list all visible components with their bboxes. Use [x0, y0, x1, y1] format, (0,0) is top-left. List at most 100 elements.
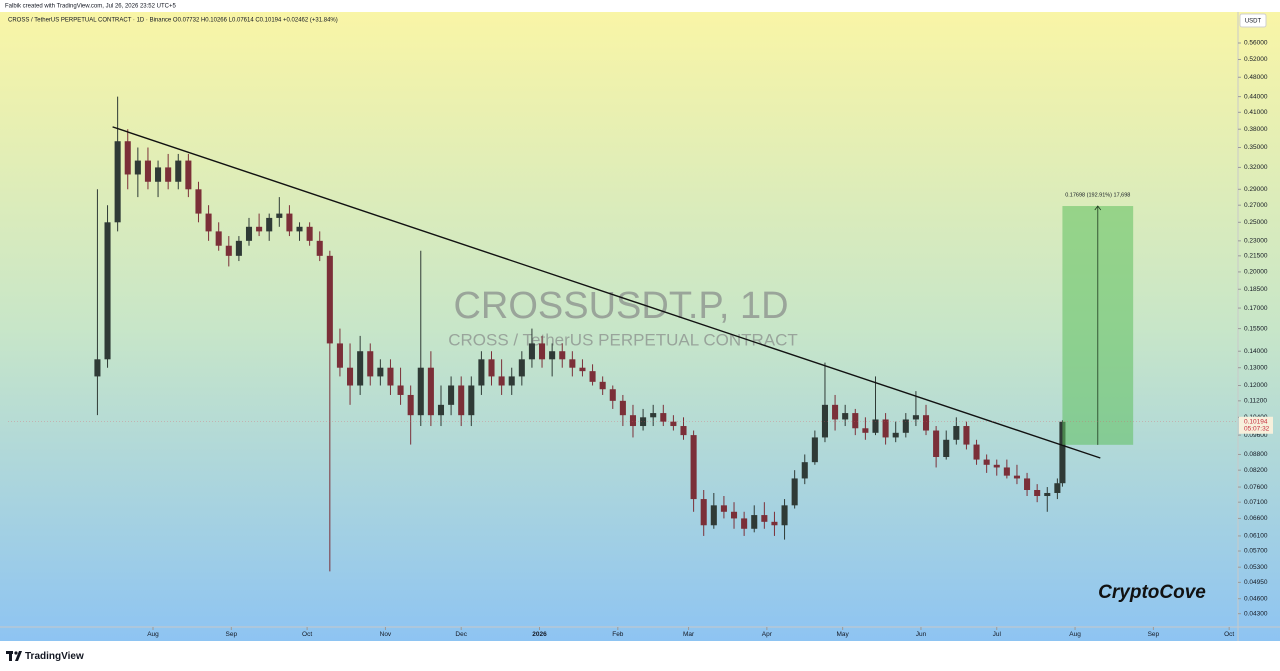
candle-body [710, 505, 717, 526]
candle [1003, 459, 1010, 479]
candle-body [417, 367, 424, 416]
candle-body [609, 389, 616, 401]
y-tick-label: 0.29000 [1244, 186, 1268, 193]
candle-body [195, 189, 202, 214]
candle [549, 343, 556, 377]
candle-body [629, 415, 637, 427]
candle [266, 213, 273, 241]
candle-body [256, 226, 263, 232]
candle [882, 413, 889, 445]
candle [225, 236, 232, 267]
candle [458, 376, 465, 427]
candle-body [316, 240, 323, 256]
candle-body [1003, 467, 1010, 476]
candle-body [367, 351, 374, 377]
candle-body [528, 343, 535, 360]
candle-body [478, 359, 485, 386]
candle-body [347, 367, 354, 386]
candle [609, 385, 616, 409]
candle [518, 351, 525, 386]
candle-body [993, 464, 1000, 468]
candle-body [953, 426, 960, 440]
candle-body [730, 511, 738, 519]
candle-body [599, 381, 606, 390]
y-tick-label: 0.27000 [1244, 202, 1268, 209]
candle [205, 205, 212, 241]
candle [700, 489, 707, 536]
candle-body [235, 240, 242, 256]
credit: Falbik created with TradingView.com, Jul… [5, 4, 176, 10]
x-tick-label: Sep [226, 631, 238, 638]
candle-body [1044, 492, 1051, 497]
y-tick-label: 0.18500 [1244, 286, 1268, 293]
y-tick-label: 0.12000 [1244, 382, 1268, 389]
candle [811, 430, 818, 465]
candle [720, 496, 727, 519]
candle [710, 492, 717, 529]
candle-body [670, 421, 677, 427]
candle [781, 499, 788, 540]
x-tick-label: Oct [1224, 631, 1234, 638]
candle-body [902, 419, 909, 433]
y-tick-label: 0.06100 [1244, 533, 1268, 540]
candle-body [518, 359, 525, 377]
candle-body [569, 359, 576, 368]
candle-body [922, 415, 930, 431]
candle [569, 351, 576, 377]
candle [387, 359, 394, 395]
candle-body [539, 343, 546, 360]
candle-body [468, 385, 475, 416]
candle-body [559, 351, 566, 360]
candle-body [983, 459, 990, 465]
candle [629, 404, 637, 438]
candle-body [155, 167, 162, 182]
candle-body [680, 426, 687, 436]
candle-body [872, 419, 879, 433]
candle-body [114, 141, 121, 223]
candle [852, 408, 859, 436]
candle-body [751, 515, 758, 529]
y-tick-label: 0.04300 [1244, 610, 1268, 617]
candle-body [296, 226, 303, 232]
x-tick-label: Apr [762, 631, 773, 638]
y-tick-label: 0.48000 [1244, 74, 1268, 81]
candle-body [973, 444, 980, 460]
candle-body [336, 343, 343, 368]
candle [134, 147, 141, 198]
x-tick-label: Aug [1069, 631, 1081, 638]
candle-body [387, 367, 394, 386]
y-tick-label: 0.08200 [1244, 467, 1268, 474]
candle-body [1034, 489, 1041, 497]
y-tick-label: 0.17000 [1244, 305, 1268, 312]
measure-arrowhead [1094, 205, 1102, 211]
plot-area [94, 96, 1066, 572]
candle [1034, 484, 1041, 503]
candle [761, 502, 768, 529]
candle [650, 404, 657, 427]
candle [670, 415, 677, 431]
candle-body [1024, 478, 1031, 490]
candle [508, 367, 515, 395]
candle [144, 147, 151, 190]
x-tick-label: Feb [612, 631, 624, 638]
candle-body [791, 478, 798, 506]
candle-body [104, 222, 111, 360]
candle-body [397, 385, 404, 395]
candle-body [357, 351, 364, 386]
candle [791, 470, 798, 509]
candle [559, 343, 566, 368]
x-tick-label: Sep [1148, 631, 1160, 638]
candle [245, 217, 253, 246]
x-tick-label: Mar [683, 631, 695, 638]
y-tick-label: 0.35000 [1244, 144, 1268, 151]
watermark-subtitle: CROSS / TetherUS PERPETUAL CONTRACT [448, 330, 798, 349]
candle [1024, 472, 1031, 497]
candle-body [650, 413, 657, 418]
candle [872, 376, 879, 436]
candle [104, 205, 111, 368]
candle [488, 351, 495, 386]
candle [973, 439, 980, 465]
watermark: CROSSUSDT.P, 1D [453, 285, 788, 327]
candle [367, 343, 374, 386]
